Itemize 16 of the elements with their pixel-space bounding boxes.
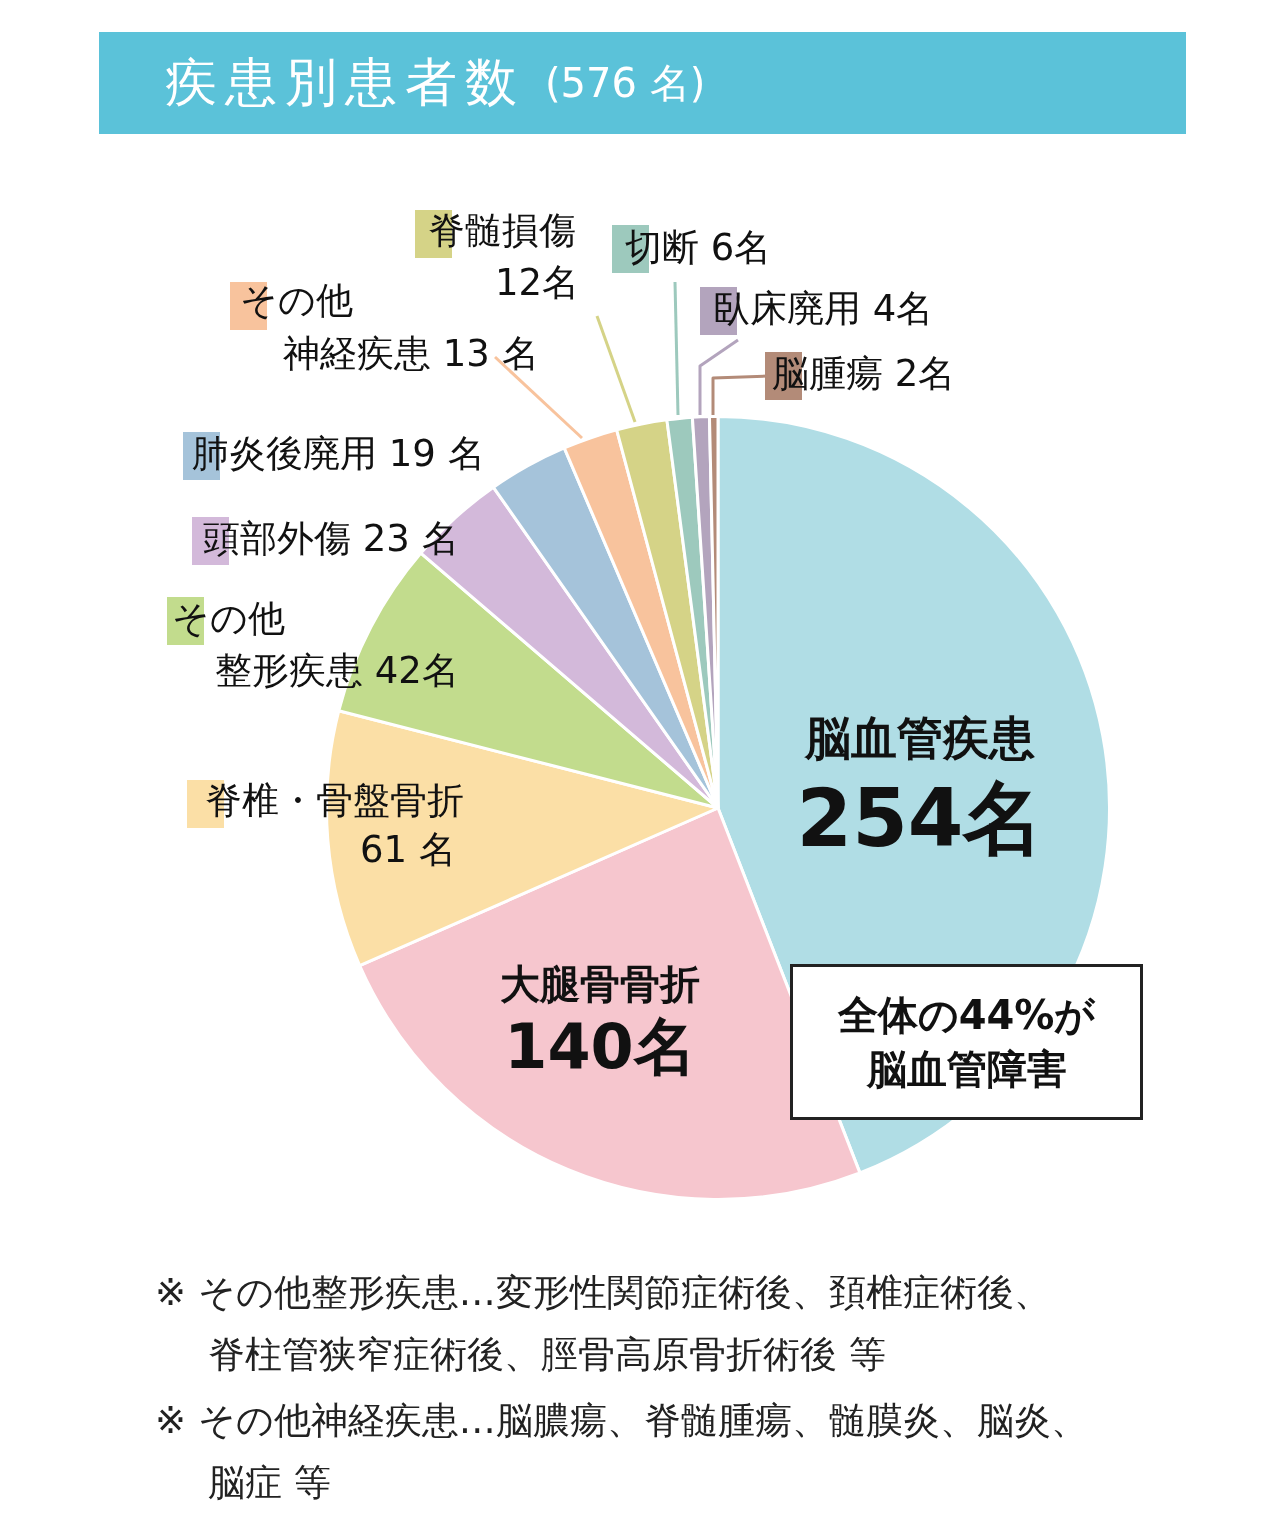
text: ※ その他整形疾患…変形性関節症術後、頚椎症術後、脊柱管狭窄症術後、脛骨高原骨折術後 等	[155, 1270, 1052, 1378]
data-label: 140名	[504, 1010, 696, 1084]
slice-label: 切断 6名	[625, 225, 772, 269]
text: ※ その他神経疾患…脳膿瘍、脊髄腫瘍、髄膜炎、脳炎、脳症 等	[155, 1398, 1089, 1506]
chart-subtitle: (576 名)	[545, 58, 706, 108]
slice-label: 脳血管疾患	[804, 710, 1035, 765]
slice-label: 肺炎後廃用 19 名	[192, 431, 485, 475]
data-label: 12名	[495, 260, 580, 304]
chart-title: 疾患別患者数	[165, 51, 525, 114]
data-label: 254名	[796, 771, 1044, 865]
slice-label: 臥床廃用 4名	[713, 286, 934, 330]
text: 全体の44%が脳血管障害	[790, 964, 1143, 1120]
slice-label: 脊椎・骨盤骨折	[205, 778, 464, 822]
slice-label: 頭部外傷 23 名	[203, 516, 459, 560]
slice-label: 大腿骨骨折	[500, 961, 700, 1008]
data-label: 61 名	[360, 827, 456, 871]
